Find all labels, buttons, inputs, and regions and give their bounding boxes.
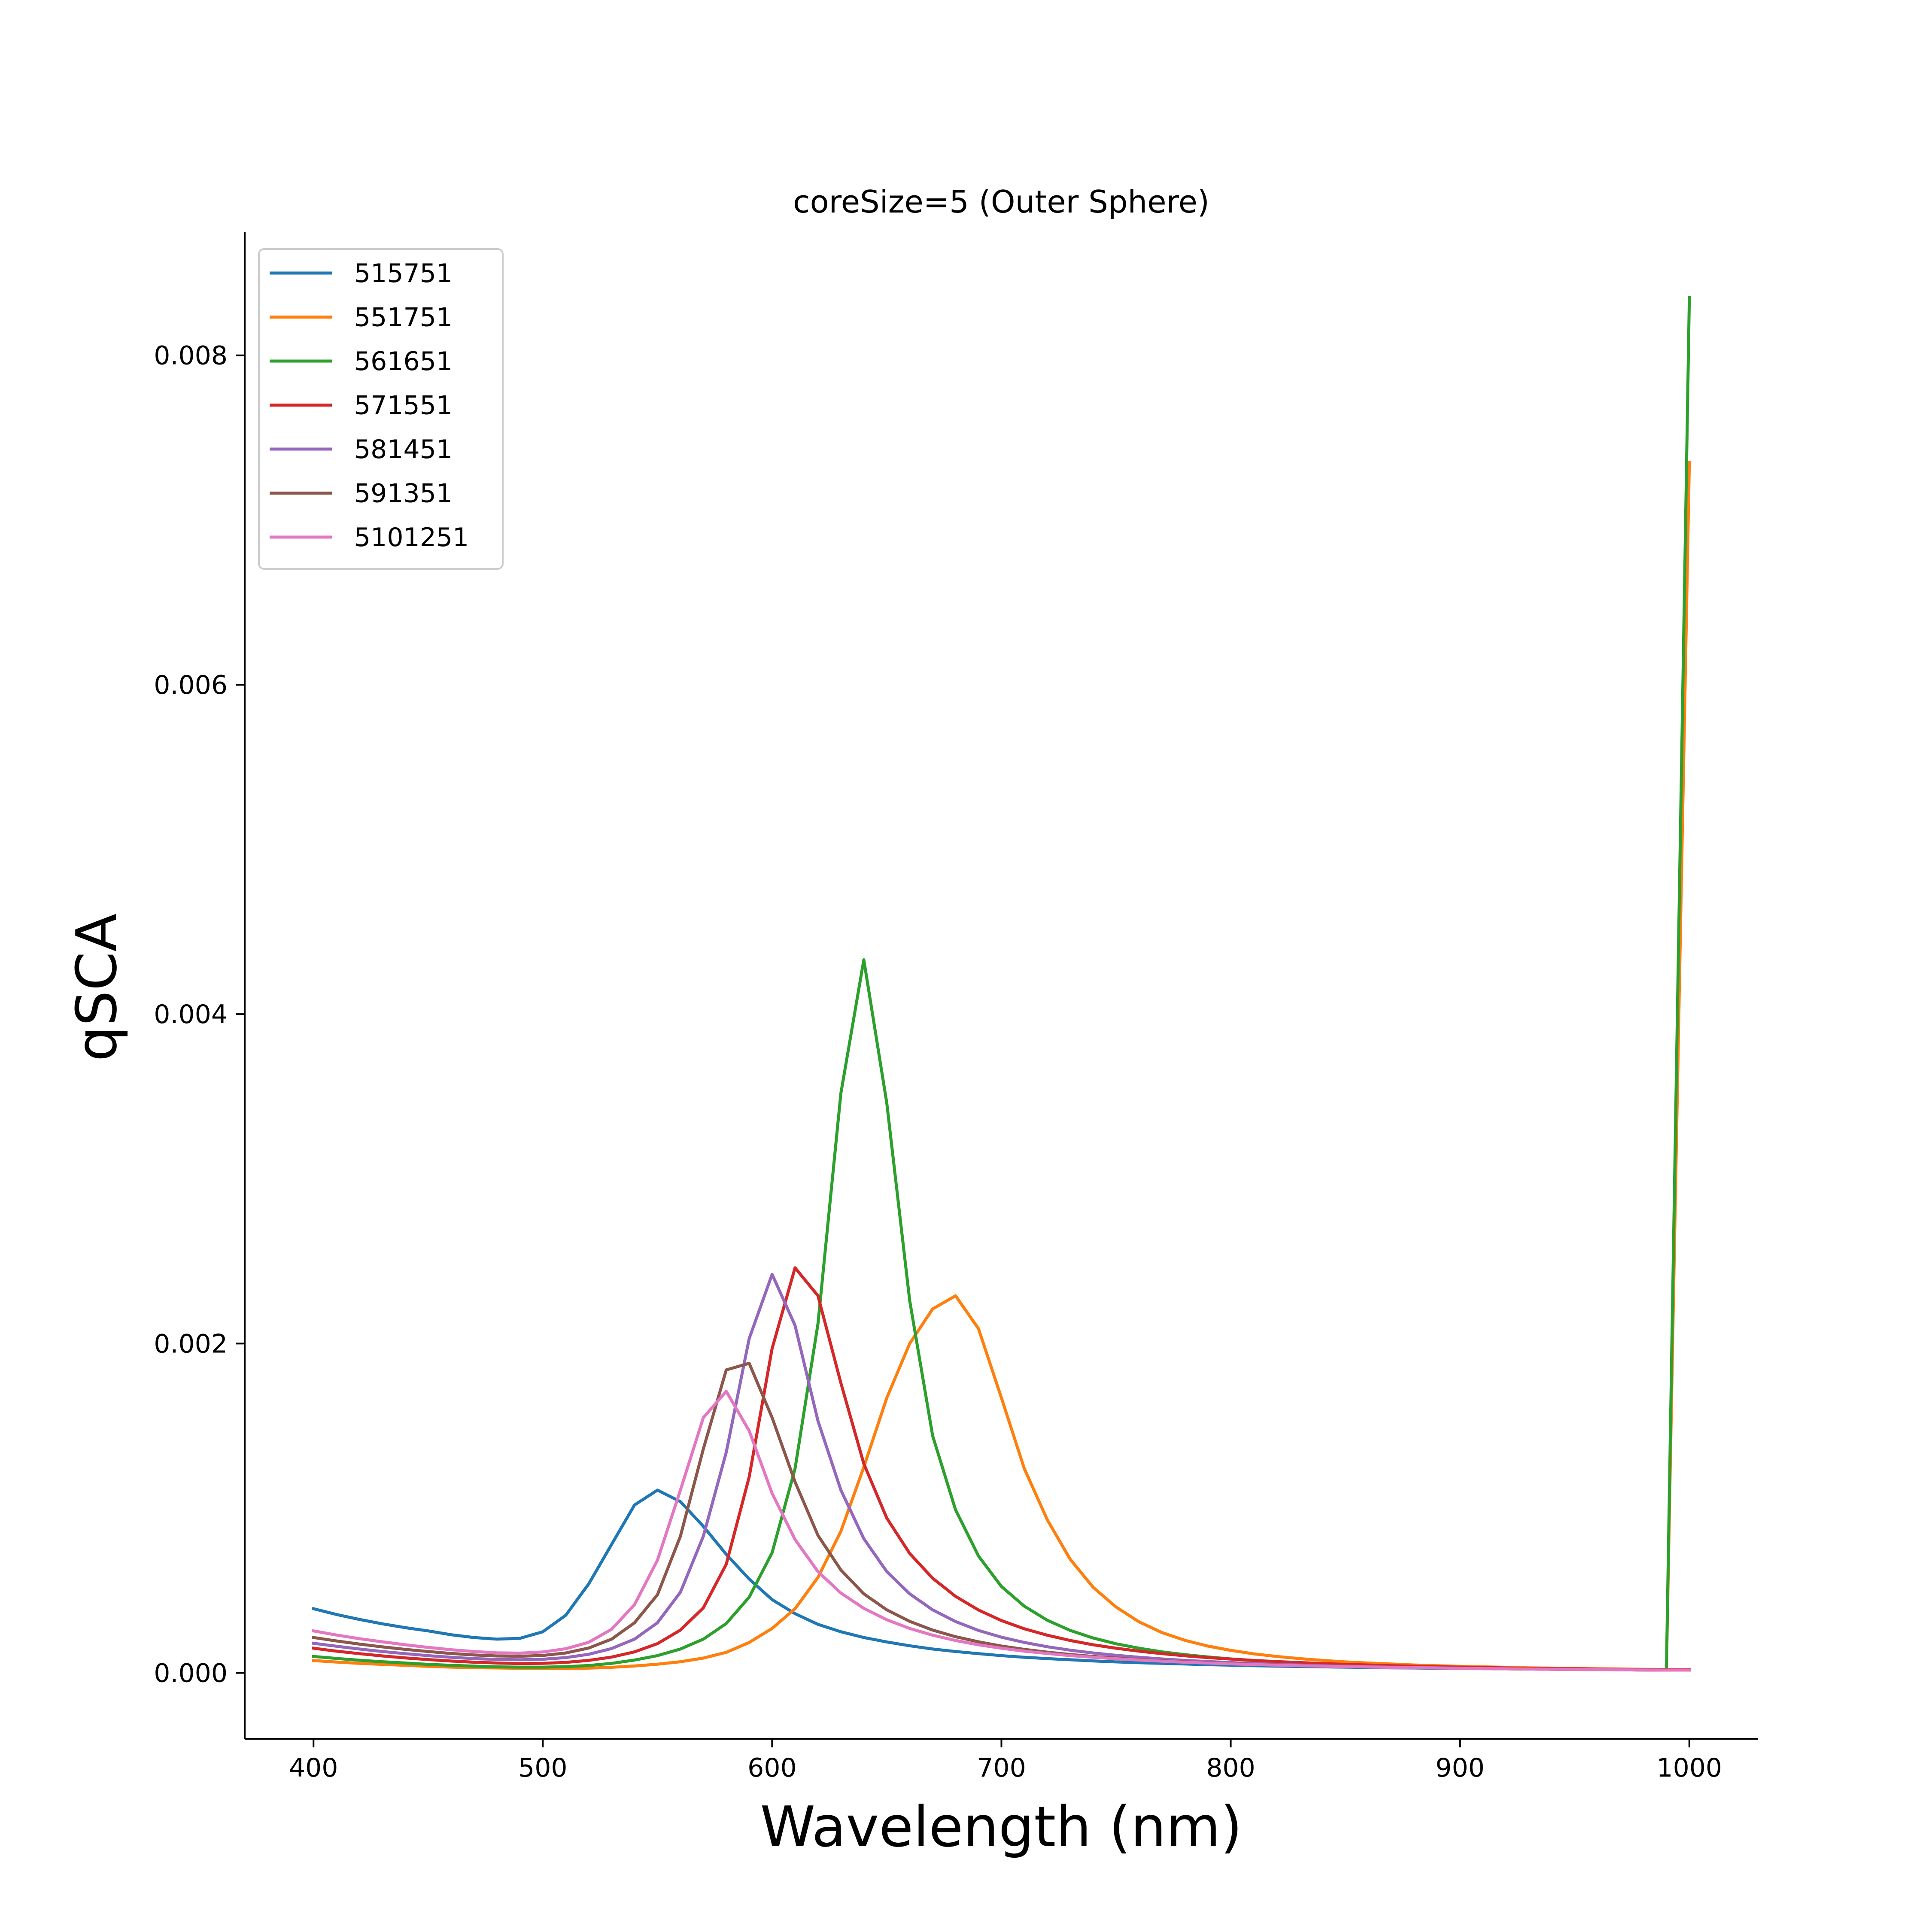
legend-label-5101251: 5101251: [354, 522, 469, 553]
x-tick-label: 700: [977, 1753, 1026, 1783]
legend-label-591351: 591351: [354, 479, 453, 509]
series-line-571551: [312, 1266, 1691, 1671]
y-tick-label: 0.004: [154, 999, 228, 1030]
x-tick-label: 1000: [1656, 1753, 1722, 1783]
series-line-551751: [312, 461, 1691, 1671]
x-tick-label: 500: [518, 1753, 568, 1783]
legend-label-581451: 581451: [354, 434, 453, 465]
series-line-561651: [312, 296, 1691, 1672]
y-tick-label: 0.000: [154, 1659, 228, 1689]
series-line-581451: [312, 1273, 1691, 1672]
x-tick-label: 400: [289, 1753, 338, 1783]
y-axis-label: qSCA: [64, 914, 129, 1062]
series-line-515751: [311, 1488, 1691, 1672]
y-tick-label: 0.002: [154, 1329, 228, 1359]
x-axis-label: Wavelength (nm): [760, 1794, 1242, 1859]
x-ticks: 400 500 600 700 800 900 1000: [289, 1739, 1722, 1783]
legend: 515751 551751 561651 571551 581451 591351 5101…: [258, 248, 504, 570]
y-tick-label: 0.008: [154, 341, 228, 371]
legend-label-515751: 515751: [354, 258, 453, 289]
chart-title: coreSize=5 (Outer Sphere): [793, 184, 1209, 220]
legend-label-551751: 551751: [354, 303, 453, 333]
y-tick-label: 0.006: [154, 670, 228, 700]
legend-label-571551: 571551: [354, 391, 453, 421]
lines-layer: [311, 296, 1691, 1672]
series-line-591351: [312, 1361, 1691, 1672]
series-line-5101251: [312, 1390, 1691, 1672]
y-ticks: 0.000 0.002 0.004 0.006 0.008: [154, 341, 245, 1689]
x-tick-label: 600: [747, 1753, 797, 1783]
legend-label-561651: 561651: [354, 346, 453, 377]
x-tick-label: 800: [1206, 1753, 1255, 1783]
legend-frame: [258, 248, 504, 570]
x-tick-label: 900: [1435, 1753, 1485, 1783]
